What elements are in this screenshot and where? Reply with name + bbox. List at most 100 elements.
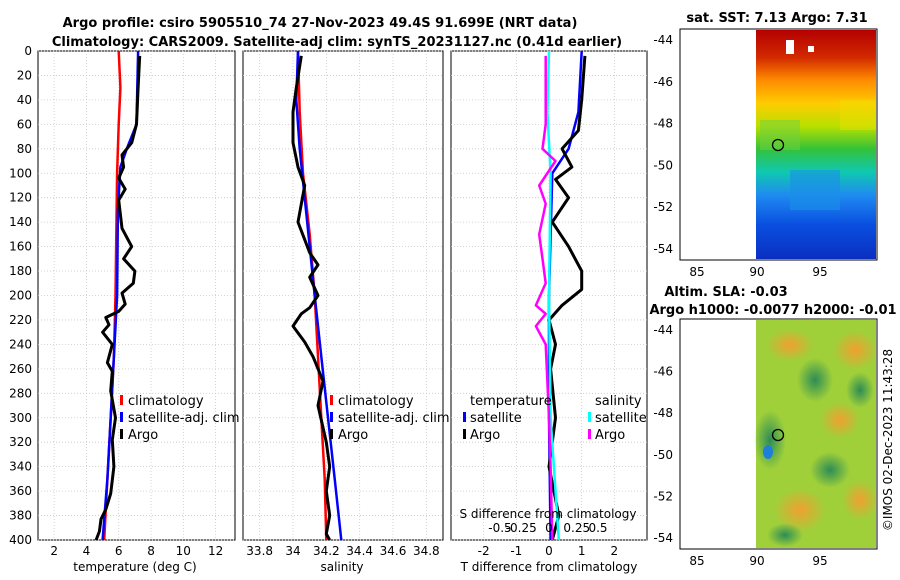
x-tick-label: 10: [176, 544, 191, 558]
legend-argo: Argo: [338, 428, 368, 443]
legend-temp-argo: Argo: [470, 428, 500, 443]
difference-legend: temperature satellite Argo salinity sate…: [463, 394, 647, 443]
x-tick-label: 1: [578, 544, 586, 558]
x-tick-label: 4: [83, 544, 91, 558]
figure-title-line2: Climatology: CARS2009. Satellite-adj cli…: [52, 35, 622, 50]
map-y-tick-label: -48: [653, 406, 673, 420]
x-tick-label: -1: [510, 544, 522, 558]
series-line-argo: [94, 55, 142, 541]
x-tick-label: 34.8: [413, 544, 440, 558]
map-y-tick-label: -52: [653, 489, 673, 503]
map-x-tick-label: 90: [749, 265, 764, 279]
series-line-salinity-argo: [534, 55, 557, 541]
series-line-temperature-argo: [547, 55, 587, 541]
depth-tick-label: 20: [17, 68, 32, 82]
depth-tick-label: 340: [9, 460, 32, 474]
depth-tick-label: 240: [9, 337, 32, 351]
sla-map-title-line2: Argo h1000: -0.0077 h2000: -0.01: [649, 303, 896, 318]
difference-top-label: S difference from climatology: [460, 507, 637, 521]
depth-tick-label: 80: [17, 142, 32, 156]
map-x-tick-label: 85: [689, 265, 704, 279]
map-y-tick-label: -50: [653, 158, 673, 172]
x-tick-label: 6: [115, 544, 123, 558]
depth-tick-label: 400: [9, 533, 32, 547]
series-line-salinity-satellite: [546, 50, 561, 541]
x-tick-label: -2: [478, 544, 490, 558]
map-x-tick-label: 95: [812, 265, 827, 279]
sst-argo-marker: [771, 138, 785, 152]
map-y-tick-label: -44: [653, 323, 673, 337]
map-x-tick-label: 95: [812, 554, 827, 568]
sla-map-title-line1: Altim. SLA: -0.03: [664, 285, 787, 300]
map-y-tick-label: -48: [653, 117, 673, 131]
map-y-tick-label: -54: [653, 242, 673, 256]
x-tick-label: 34.6: [380, 544, 407, 558]
x-tick-label: 34: [285, 544, 300, 558]
legend-temp-satellite: satellite: [470, 411, 522, 426]
depth-tick-label: 360: [9, 484, 32, 498]
depth-tick-label: 220: [9, 313, 32, 327]
salinity-diff-tick-label: -0.5: [488, 521, 511, 535]
x-tick-label: 2: [611, 544, 619, 558]
map-y-tick-label: -44: [653, 33, 673, 47]
depth-tick-label: 380: [9, 509, 32, 523]
depth-tick-label: 180: [9, 264, 32, 278]
depth-tick-label: 0: [24, 44, 32, 58]
salinity-legend: climatology satellite-adj. clim Argo: [330, 394, 450, 443]
legend-climatology: climatology: [128, 394, 204, 409]
depth-tick-label: 320: [9, 435, 32, 449]
x-tick-label: 34.4: [346, 544, 373, 558]
depth-tick-label: 120: [9, 191, 32, 205]
figure-title-line1: Argo profile: csiro 5905510_74 27-Nov-20…: [63, 16, 578, 31]
temperature-panel-frame: [37, 50, 236, 541]
salinity-diff-tick-label: -0.25: [506, 521, 537, 535]
sla-argo-marker: [771, 428, 785, 442]
tick-layer: 0204060801001201401601802002202402602803…: [9, 44, 618, 558]
map-y-tick-label: -46: [653, 75, 673, 89]
sla-ticks: 85 90 95 -44 -46 -48 -50 -52 -54: [653, 323, 827, 568]
legend-sal-satellite: satellite: [595, 411, 647, 426]
depth-tick-label: 60: [17, 117, 32, 131]
x-tick-label: 8: [147, 544, 155, 558]
depth-tick-label: 100: [9, 166, 32, 180]
x-tick-label: 34.2: [313, 544, 340, 558]
sst-ticks: 85 90 95 -44 -46 -48 -50 -52 -54: [653, 33, 827, 279]
temperature-xlabel: temperature (deg C): [73, 560, 196, 574]
legend-sal-argo: Argo: [595, 428, 625, 443]
x-tick-label: 12: [208, 544, 223, 558]
map-y-tick-label: -54: [653, 531, 673, 545]
depth-tick-label: 200: [9, 289, 32, 303]
salinity-xlabel: salinity: [320, 560, 363, 574]
difference-xlabel: T difference from climatology: [460, 560, 638, 574]
depth-tick-label: 160: [9, 240, 32, 254]
series-layer: [94, 50, 587, 541]
map-x-tick-label: 90: [749, 554, 764, 568]
series-line-satellite-adj-clim: [101, 50, 140, 541]
imos-credit: ©IMOS 02-Dec-2023 11:43:28: [881, 349, 895, 531]
legend-satellite: satellite-adj. clim: [128, 411, 240, 426]
depth-tick-label: 280: [9, 386, 32, 400]
salinity-diff-tick-label: 0.25: [563, 521, 590, 535]
sst-map-title: sat. SST: 7.13 Argo: 7.31: [686, 11, 867, 26]
legend-temperature-header: temperature: [470, 394, 552, 409]
sst-field: [756, 30, 876, 259]
depth-tick-label: 260: [9, 362, 32, 376]
sla-field: [754, 320, 878, 548]
map-y-tick-label: -50: [653, 448, 673, 462]
x-tick-label: 0: [545, 544, 553, 558]
depth-tick-label: 300: [9, 411, 32, 425]
x-tick-label: 33.8: [246, 544, 273, 558]
depth-tick-label: 40: [17, 93, 32, 107]
legend-argo: Argo: [128, 428, 158, 443]
series-line-argo: [291, 55, 332, 541]
map-y-tick-label: -52: [653, 200, 673, 214]
map-y-tick-label: -46: [653, 365, 673, 379]
salinity-diff-tick-label: 0.5: [588, 521, 607, 535]
salinity-diff-tick-label: 0: [545, 521, 553, 535]
legend-satellite: satellite-adj. clim: [338, 411, 450, 426]
legend-climatology: climatology: [338, 394, 414, 409]
map-x-tick-label: 85: [689, 554, 704, 568]
x-tick-label: 2: [50, 544, 58, 558]
legend-salinity-header: salinity: [595, 394, 642, 409]
